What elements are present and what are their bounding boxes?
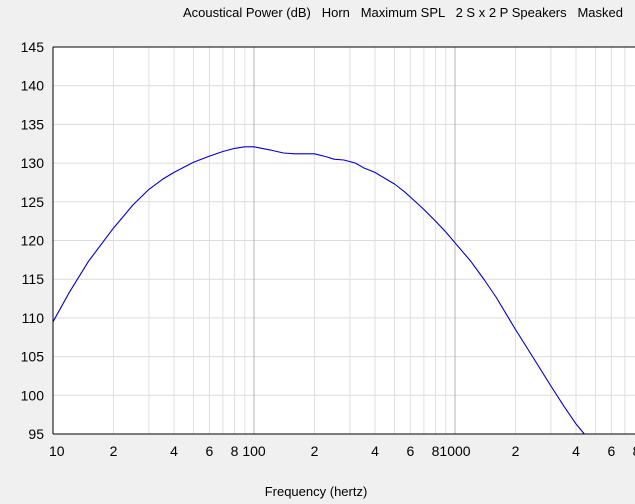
grid [53, 47, 635, 434]
x-tick-label: 4 [572, 443, 580, 459]
x-tick-label: 6 [407, 443, 415, 459]
y-tick-label: 115 [22, 271, 45, 287]
series-layer [52, 146, 585, 435]
y-tick-label: 110 [22, 310, 45, 326]
y-tick-label: 100 [21, 387, 45, 403]
y-tick-label: 145 [21, 39, 45, 55]
series-line [52, 146, 585, 435]
y-tick-label: 105 [21, 349, 45, 365]
x-axis-ticks: 102468100246810002468 [49, 443, 635, 459]
y-axis-ticks: 95 100 105 110 115 120 125 130 135 140 145 [21, 39, 45, 442]
x-tick-label: 8 [633, 443, 635, 459]
x-tick-label: 100 [242, 443, 266, 459]
x-axis-label: Frequency (hertz) [264, 484, 368, 499]
x-tick-label: 6 [608, 443, 616, 459]
x-tick-label: 1000 [439, 443, 470, 459]
x-tick-label: 8 [432, 443, 440, 459]
x-tick-label: 2 [110, 443, 118, 459]
x-tick-label: 4 [371, 443, 379, 459]
chart-title: Acoustical Power (dB) Horn Maximum SPL 2… [182, 5, 623, 20]
y-tick-label: 120 [21, 233, 45, 249]
x-tick-label: 6 [206, 443, 214, 459]
y-tick-label: 130 [21, 155, 45, 171]
y-tick-label: 140 [21, 78, 45, 94]
x-tick-label: 8 [231, 443, 239, 459]
x-tick-label: 4 [170, 443, 178, 459]
x-tick-label: 2 [512, 443, 520, 459]
y-tick-label: 95 [28, 426, 44, 442]
x-tick-label: 10 [49, 443, 65, 459]
y-tick-label: 125 [21, 194, 45, 210]
x-tick-label: 2 [311, 443, 319, 459]
y-tick-label: 135 [21, 116, 45, 132]
